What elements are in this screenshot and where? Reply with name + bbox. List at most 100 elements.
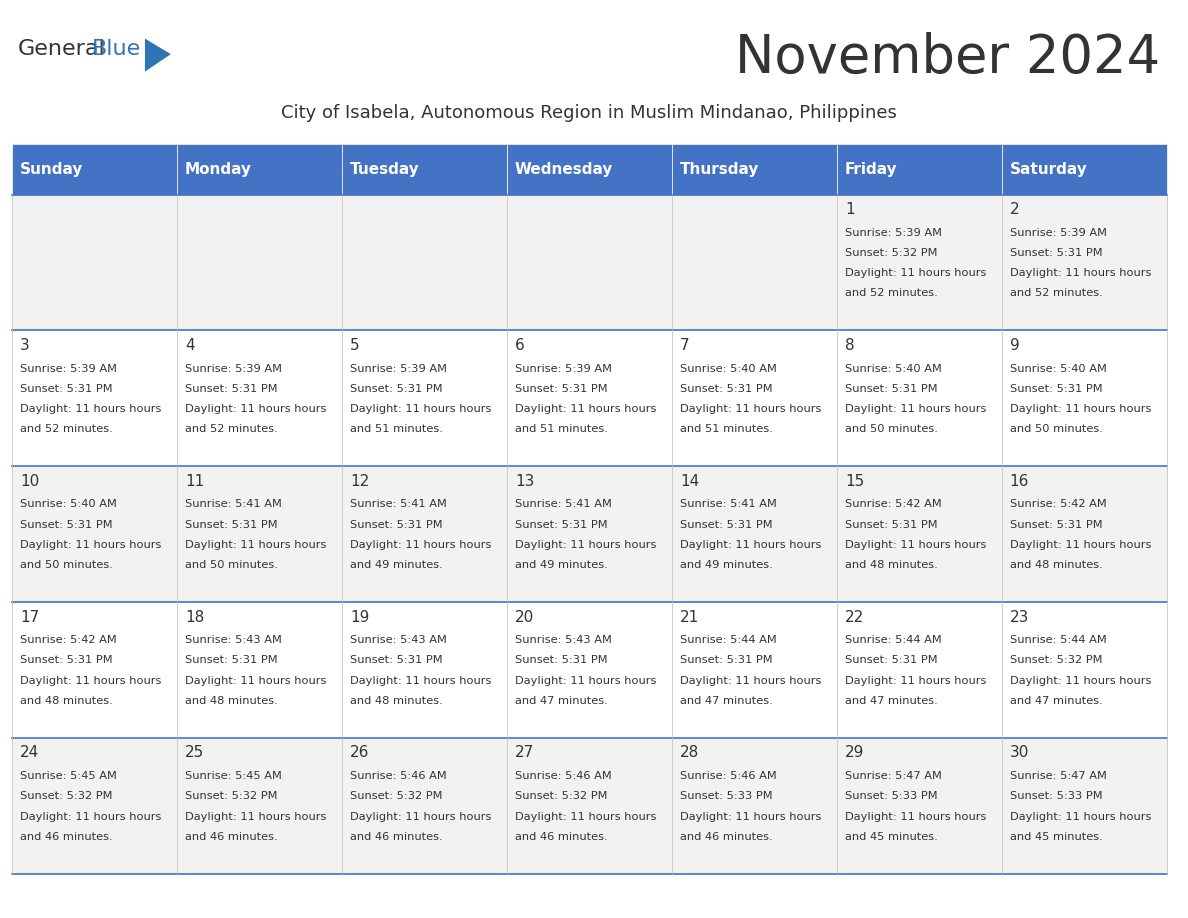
Text: and 49 minutes.: and 49 minutes.: [350, 560, 443, 570]
Text: 24: 24: [20, 745, 39, 760]
Text: Sunset: 5:31 PM: Sunset: 5:31 PM: [185, 384, 278, 394]
Text: Sunrise: 5:39 AM: Sunrise: 5:39 AM: [845, 228, 942, 238]
Text: Daylight: 11 hours hours: Daylight: 11 hours hours: [680, 676, 821, 686]
Text: Sunset: 5:31 PM: Sunset: 5:31 PM: [845, 520, 937, 530]
Text: and 50 minutes.: and 50 minutes.: [185, 560, 278, 570]
Text: 12: 12: [350, 474, 369, 488]
Text: 14: 14: [680, 474, 699, 488]
Text: and 49 minutes.: and 49 minutes.: [514, 560, 607, 570]
Text: Sunset: 5:32 PM: Sunset: 5:32 PM: [185, 791, 278, 801]
Text: Sunrise: 5:39 AM: Sunrise: 5:39 AM: [1010, 228, 1107, 238]
Text: 6: 6: [514, 338, 525, 353]
FancyBboxPatch shape: [1001, 330, 1167, 466]
FancyBboxPatch shape: [1001, 602, 1167, 738]
Text: Daylight: 11 hours hours: Daylight: 11 hours hours: [680, 540, 821, 550]
FancyBboxPatch shape: [506, 738, 671, 874]
FancyBboxPatch shape: [506, 144, 671, 195]
Text: Sunrise: 5:42 AM: Sunrise: 5:42 AM: [845, 499, 942, 509]
Text: Sunset: 5:31 PM: Sunset: 5:31 PM: [350, 520, 443, 530]
Text: and 45 minutes.: and 45 minutes.: [1010, 832, 1102, 842]
Text: Daylight: 11 hours hours: Daylight: 11 hours hours: [680, 404, 821, 414]
Text: Sunrise: 5:47 AM: Sunrise: 5:47 AM: [1010, 771, 1107, 781]
Text: Daylight: 11 hours hours: Daylight: 11 hours hours: [845, 268, 986, 278]
FancyBboxPatch shape: [12, 466, 177, 602]
Text: 25: 25: [185, 745, 204, 760]
Text: Sunset: 5:32 PM: Sunset: 5:32 PM: [845, 248, 937, 258]
FancyBboxPatch shape: [12, 330, 177, 466]
Text: 23: 23: [1010, 610, 1029, 624]
FancyBboxPatch shape: [342, 602, 506, 738]
Text: Daylight: 11 hours hours: Daylight: 11 hours hours: [514, 540, 656, 550]
Polygon shape: [145, 39, 171, 72]
FancyBboxPatch shape: [1001, 144, 1167, 195]
Text: Daylight: 11 hours hours: Daylight: 11 hours hours: [1010, 540, 1151, 550]
Text: and 46 minutes.: and 46 minutes.: [680, 832, 772, 842]
FancyBboxPatch shape: [671, 602, 836, 738]
Text: Daylight: 11 hours hours: Daylight: 11 hours hours: [1010, 812, 1151, 822]
Text: Daylight: 11 hours hours: Daylight: 11 hours hours: [185, 676, 327, 686]
Text: Sunset: 5:31 PM: Sunset: 5:31 PM: [20, 520, 113, 530]
Text: Sunrise: 5:42 AM: Sunrise: 5:42 AM: [1010, 499, 1106, 509]
Text: Sunset: 5:31 PM: Sunset: 5:31 PM: [185, 655, 278, 666]
Text: 16: 16: [1010, 474, 1029, 488]
Text: Sunset: 5:31 PM: Sunset: 5:31 PM: [514, 384, 607, 394]
Text: Sunrise: 5:40 AM: Sunrise: 5:40 AM: [680, 364, 777, 374]
Text: Daylight: 11 hours hours: Daylight: 11 hours hours: [1010, 268, 1151, 278]
FancyBboxPatch shape: [342, 330, 506, 466]
Text: Sunrise: 5:43 AM: Sunrise: 5:43 AM: [185, 635, 282, 645]
Text: 8: 8: [845, 338, 854, 353]
Text: 20: 20: [514, 610, 535, 624]
Text: 19: 19: [350, 610, 369, 624]
Text: Sunrise: 5:46 AM: Sunrise: 5:46 AM: [514, 771, 612, 781]
FancyBboxPatch shape: [177, 144, 342, 195]
Text: Sunset: 5:32 PM: Sunset: 5:32 PM: [514, 791, 607, 801]
Text: Sunrise: 5:40 AM: Sunrise: 5:40 AM: [1010, 364, 1107, 374]
FancyBboxPatch shape: [177, 602, 342, 738]
Text: and 45 minutes.: and 45 minutes.: [845, 832, 937, 842]
Text: and 52 minutes.: and 52 minutes.: [20, 424, 113, 434]
Text: Daylight: 11 hours hours: Daylight: 11 hours hours: [185, 812, 327, 822]
FancyBboxPatch shape: [12, 738, 177, 874]
Text: Daylight: 11 hours hours: Daylight: 11 hours hours: [20, 540, 162, 550]
Text: Daylight: 11 hours hours: Daylight: 11 hours hours: [514, 404, 656, 414]
Text: Sunset: 5:31 PM: Sunset: 5:31 PM: [514, 655, 607, 666]
Text: and 47 minutes.: and 47 minutes.: [845, 696, 937, 706]
FancyBboxPatch shape: [342, 738, 506, 874]
Text: and 46 minutes.: and 46 minutes.: [185, 832, 278, 842]
Text: 30: 30: [1010, 745, 1029, 760]
Text: 7: 7: [680, 338, 689, 353]
Text: November 2024: November 2024: [735, 32, 1161, 84]
Text: 9: 9: [1010, 338, 1019, 353]
FancyBboxPatch shape: [342, 144, 506, 195]
Text: 21: 21: [680, 610, 699, 624]
FancyBboxPatch shape: [671, 738, 836, 874]
Text: and 47 minutes.: and 47 minutes.: [1010, 696, 1102, 706]
FancyBboxPatch shape: [177, 466, 342, 602]
FancyBboxPatch shape: [177, 738, 342, 874]
Text: 29: 29: [845, 745, 864, 760]
Text: and 46 minutes.: and 46 minutes.: [514, 832, 607, 842]
Text: Sunset: 5:32 PM: Sunset: 5:32 PM: [1010, 655, 1102, 666]
Text: Daylight: 11 hours hours: Daylight: 11 hours hours: [845, 812, 986, 822]
Text: 11: 11: [185, 474, 204, 488]
Text: and 47 minutes.: and 47 minutes.: [680, 696, 772, 706]
Text: 2: 2: [1010, 202, 1019, 217]
Text: and 50 minutes.: and 50 minutes.: [20, 560, 113, 570]
Text: Daylight: 11 hours hours: Daylight: 11 hours hours: [680, 812, 821, 822]
Text: Daylight: 11 hours hours: Daylight: 11 hours hours: [350, 676, 492, 686]
Text: Daylight: 11 hours hours: Daylight: 11 hours hours: [845, 676, 986, 686]
Text: and 52 minutes.: and 52 minutes.: [845, 288, 937, 298]
FancyBboxPatch shape: [1001, 466, 1167, 602]
Text: Sunset: 5:31 PM: Sunset: 5:31 PM: [680, 520, 772, 530]
Text: Sunrise: 5:43 AM: Sunrise: 5:43 AM: [350, 635, 447, 645]
Text: Sunrise: 5:46 AM: Sunrise: 5:46 AM: [680, 771, 777, 781]
Text: and 46 minutes.: and 46 minutes.: [20, 832, 113, 842]
Text: 27: 27: [514, 745, 535, 760]
Text: and 46 minutes.: and 46 minutes.: [350, 832, 443, 842]
Text: Sunrise: 5:39 AM: Sunrise: 5:39 AM: [185, 364, 282, 374]
Text: Sunrise: 5:40 AM: Sunrise: 5:40 AM: [845, 364, 942, 374]
Text: 26: 26: [350, 745, 369, 760]
Text: 22: 22: [845, 610, 864, 624]
Text: Daylight: 11 hours hours: Daylight: 11 hours hours: [845, 540, 986, 550]
FancyBboxPatch shape: [12, 195, 177, 330]
